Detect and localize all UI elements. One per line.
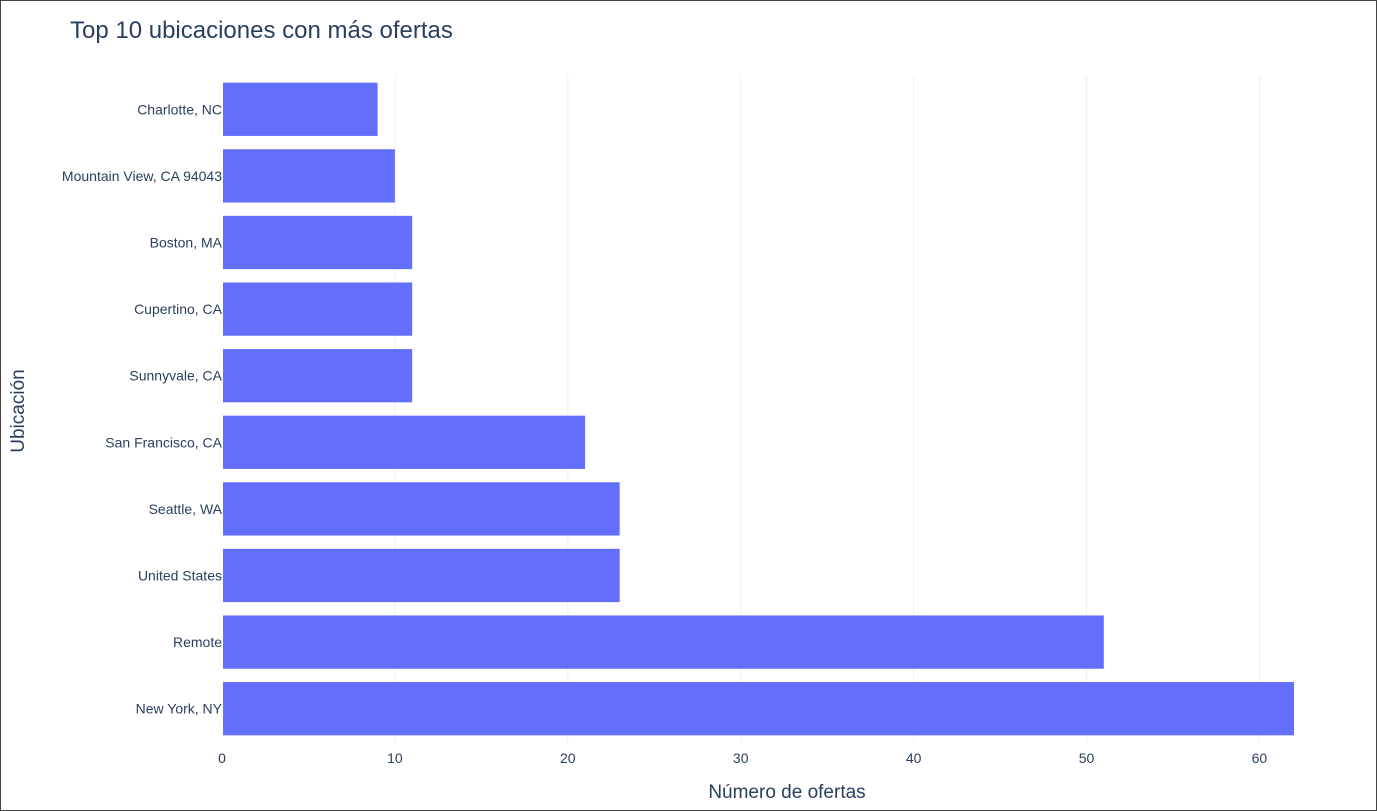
y-tick-label: Remote bbox=[173, 634, 222, 650]
chart-title: Top 10 ubicaciones con más ofertas bbox=[70, 17, 453, 44]
y-tick-label: San Francisco, CA bbox=[105, 434, 222, 450]
y-tick-label: Cupertino, CA bbox=[134, 301, 223, 317]
bar[interactable] bbox=[223, 282, 413, 336]
x-tick-label: 0 bbox=[218, 750, 226, 766]
x-tick-label: 40 bbox=[906, 750, 922, 766]
x-tick-label: 10 bbox=[387, 750, 403, 766]
bar[interactable] bbox=[223, 682, 1294, 736]
x-axis-title: Número de ofertas bbox=[708, 782, 865, 803]
bar[interactable] bbox=[223, 349, 413, 403]
y-tick-label: Boston, MA bbox=[150, 235, 223, 251]
bar[interactable] bbox=[223, 149, 395, 203]
y-axis-title: Ubicación bbox=[8, 369, 29, 452]
y-tick-label: Mountain View, CA 94043 bbox=[62, 168, 222, 184]
x-tick-labels: 0 10 20 30 40 50 60 bbox=[218, 750, 1267, 766]
y-tick-label: Charlotte, NC bbox=[137, 101, 222, 117]
y-tick-label: Seattle, WA bbox=[149, 501, 223, 517]
bar[interactable] bbox=[223, 215, 413, 270]
x-tick-label: 20 bbox=[560, 750, 576, 766]
y-tick-label: New York, NY bbox=[136, 701, 223, 717]
y-tick-labels: Charlotte, NC Mountain View, CA 94043 Bost… bbox=[62, 101, 223, 716]
y-tick-label: Sunnyvale, CA bbox=[129, 368, 222, 384]
y-tick-label: United States bbox=[138, 568, 222, 584]
bar[interactable] bbox=[223, 482, 620, 536]
x-tick-label: 50 bbox=[1079, 750, 1095, 766]
bars bbox=[223, 82, 1294, 736]
bar[interactable] bbox=[223, 415, 586, 469]
bar[interactable] bbox=[223, 615, 1104, 669]
x-tick-label: 30 bbox=[733, 750, 749, 766]
x-tick-label: 60 bbox=[1252, 750, 1268, 766]
bar[interactable] bbox=[223, 82, 378, 136]
bar[interactable] bbox=[223, 548, 620, 603]
